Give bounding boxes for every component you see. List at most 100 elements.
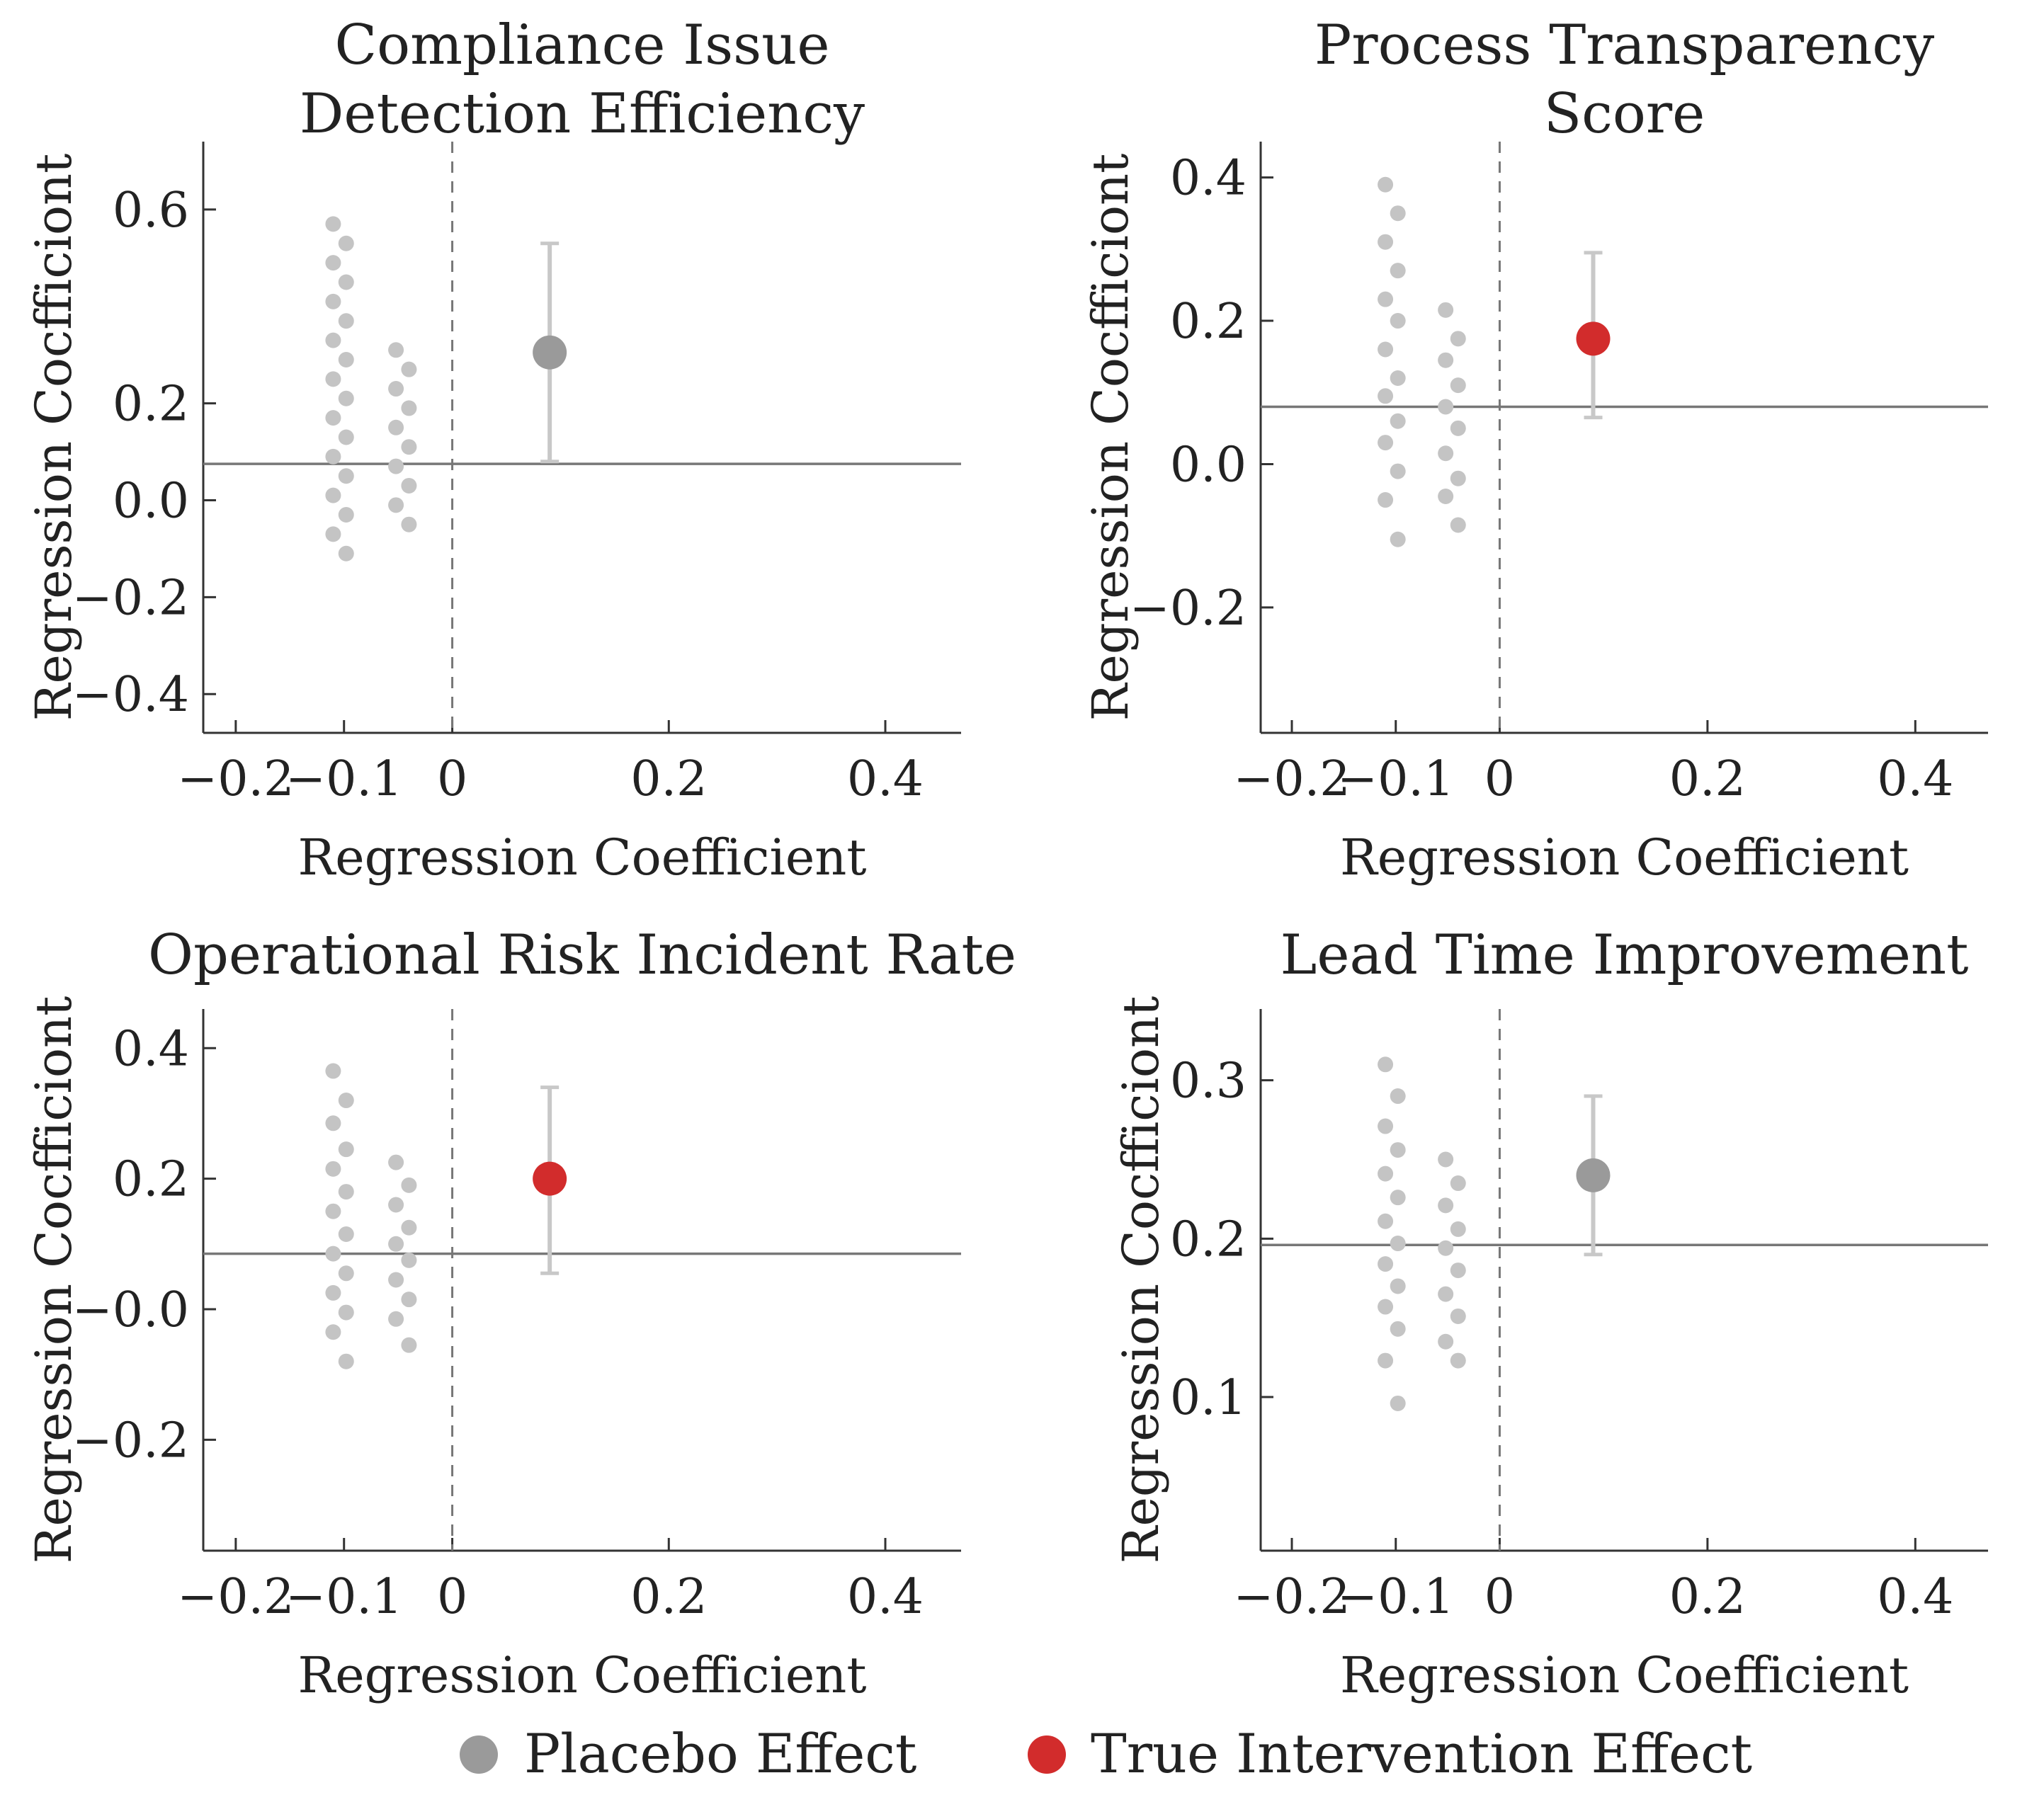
placebo-point — [1438, 1286, 1454, 1302]
y-tick-label: 0.1 — [1170, 1370, 1247, 1426]
placebo-point — [388, 1311, 404, 1327]
placebo-point — [401, 1292, 417, 1308]
placebo-point — [388, 381, 404, 397]
placebo-point — [388, 1272, 404, 1288]
placebo-point — [1450, 1221, 1466, 1237]
placebo-point — [338, 313, 354, 329]
placebo-point — [325, 1115, 341, 1131]
x-tick-label: 0.2 — [630, 751, 707, 807]
x-axis-label: Regression Coefficient — [1340, 828, 1909, 887]
chart-title: Lead Time Improvement — [1281, 923, 1969, 987]
y-tick-label: 0.0 — [113, 473, 189, 529]
placebo-point — [1390, 1321, 1406, 1337]
placebo-point — [338, 1265, 354, 1282]
placebo-point — [338, 507, 354, 523]
placebo-effect-estimate — [533, 335, 567, 370]
x-tick-label: −0.1 — [1337, 1569, 1454, 1625]
placebo-point — [388, 1154, 404, 1170]
y-tick-label: 0.2 — [113, 377, 189, 433]
legend: Placebo Effect True Intervention Effect — [460, 1722, 1752, 1785]
placebo-point — [401, 1177, 417, 1193]
placebo-point — [1450, 517, 1466, 533]
placebo-point — [338, 468, 354, 484]
placebo-point — [401, 477, 417, 494]
placebo-point — [1390, 1142, 1406, 1158]
placebo-point — [1390, 313, 1406, 329]
placebo-point — [401, 1219, 417, 1236]
placebo-point — [338, 1353, 354, 1369]
placebo-point — [325, 1245, 341, 1262]
placebo-point — [1438, 302, 1454, 318]
placebo-point — [338, 1226, 354, 1242]
placebo-point — [388, 497, 404, 513]
y-axis-label: Regression Cocfficiont — [25, 154, 83, 722]
true-effect-estimate — [533, 1161, 567, 1196]
y-tick-label: 0.2 — [1170, 1212, 1247, 1267]
y-tick-label: 0.6 — [113, 183, 189, 239]
y-axis-label: Regression Cocfficiont — [1112, 996, 1170, 1564]
placebo-point — [338, 1304, 354, 1321]
placebo-point — [1378, 388, 1394, 404]
y-tick-label: −0.4 — [72, 667, 189, 723]
placebo-point — [401, 516, 417, 532]
placebo-point — [1390, 531, 1406, 547]
x-tick-label: 0 — [1484, 751, 1515, 807]
placebo-point — [338, 390, 354, 406]
legend-label-1: Placebo Effect — [524, 1722, 916, 1785]
placebo-point — [325, 410, 341, 426]
x-tick-label: 0.4 — [847, 751, 924, 807]
placebo-point — [1378, 176, 1394, 193]
placebo-point — [1450, 470, 1466, 486]
y-tick-label: 0.3 — [1170, 1054, 1247, 1110]
y-tick-label: 0.2 — [1170, 294, 1247, 350]
placebo-point — [325, 1203, 341, 1219]
placebo-point — [325, 1324, 341, 1340]
legend-marker-1 — [460, 1735, 498, 1774]
placebo-point — [1390, 370, 1406, 386]
placebo-point — [1378, 1056, 1394, 1073]
x-tick-label: 0.4 — [1877, 751, 1953, 807]
y-tick-label: −0.0 — [72, 1282, 189, 1338]
placebo-point — [1378, 291, 1394, 307]
placebo-point — [338, 429, 354, 445]
placebo-point — [325, 487, 341, 503]
placebo-point — [1390, 1278, 1406, 1294]
placebo-point — [388, 1236, 404, 1252]
placebo-point — [1378, 341, 1394, 358]
legend-marker-2 — [1028, 1735, 1066, 1774]
chart-title: Process Transparency — [1315, 13, 1934, 77]
x-tick-label: 0.2 — [1669, 751, 1746, 807]
placebo-point — [1438, 445, 1454, 462]
chart-title: Score — [1544, 82, 1705, 146]
y-tick-label: 0.4 — [1170, 151, 1247, 207]
placebo-point — [338, 545, 354, 562]
y-tick-label: 0.2 — [113, 1152, 189, 1208]
x-axis-label: Regression Coefficient — [1340, 1646, 1909, 1704]
y-tick-label: 0.4 — [113, 1021, 189, 1077]
chart-title: Operational Risk Incident Rate — [148, 923, 1016, 987]
placebo-point — [401, 1252, 417, 1268]
x-tick-label: 0.4 — [1877, 1569, 1953, 1625]
placebo-point — [388, 458, 404, 474]
y-tick-label: −0.2 — [1130, 581, 1247, 637]
placebo-point — [338, 1184, 354, 1200]
placebo-point — [325, 1161, 341, 1177]
placebo-point — [338, 1141, 354, 1158]
true-effect-estimate — [1576, 321, 1611, 356]
x-tick-label: −0.1 — [1337, 751, 1454, 807]
placebo-point — [325, 332, 341, 348]
x-axis-label: Regression Coefficient — [297, 1646, 866, 1704]
placebo-point — [388, 419, 404, 435]
placebo-effect-estimate — [1576, 1158, 1611, 1192]
placebo-point — [1378, 1213, 1394, 1229]
placebo-point — [1390, 263, 1406, 279]
x-tick-label: −0.2 — [1233, 751, 1350, 807]
placebo-point — [1378, 1118, 1394, 1134]
placebo-point — [325, 448, 341, 464]
x-tick-label: 0 — [1484, 1569, 1515, 1625]
y-tick-label: 0.0 — [1170, 437, 1247, 493]
chart-title: Detection Efficiency — [300, 82, 865, 146]
x-tick-label: 0.4 — [847, 1569, 924, 1625]
placebo-point — [1450, 1175, 1466, 1192]
